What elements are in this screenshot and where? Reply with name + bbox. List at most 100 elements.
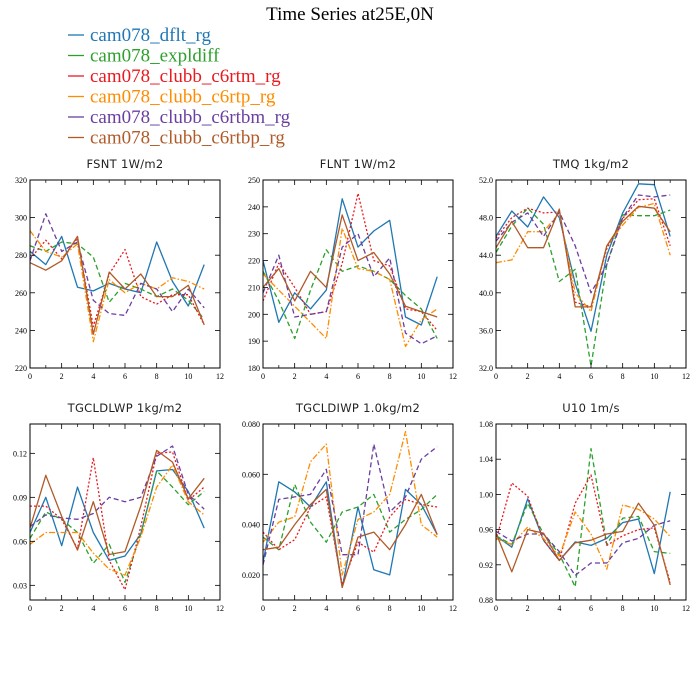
panel-title: FSNT 1W/m2 [86, 157, 163, 171]
series-line [496, 491, 671, 575]
plot-frame [262, 423, 454, 601]
y-tick-label: 220 [248, 257, 260, 266]
x-tick-label: 2 [293, 604, 297, 613]
y-tick-label: 210 [248, 283, 260, 292]
series-line [30, 235, 205, 307]
legend-entry: cam078_clubb_c6rtm_rg [90, 66, 281, 87]
series-line [496, 183, 671, 332]
legend-entry: cam078_clubb_c6rtbp_rg [90, 128, 285, 149]
y-tick-label: 0.06 [13, 537, 27, 546]
y-tick-label: 0.96 [479, 526, 493, 535]
chart-panels: FSNT 1W/m20 2 4 6 8 10 12220240260280300320FLN… [13, 157, 690, 613]
series-line [30, 470, 205, 584]
x-tick-label: 2 [526, 604, 530, 613]
x-tick-label: 10 [417, 604, 425, 613]
panel-title: FLNT 1W/m2 [320, 157, 396, 171]
series-line [496, 194, 671, 294]
series-line [263, 214, 438, 318]
chart-panel: FSNT 1W/m2 0 2 4 6 8 10 12 220 240 260 280 300 320 [15, 157, 224, 381]
y-tick-label: 40.0 [479, 289, 493, 298]
series-line [496, 504, 671, 570]
y-tick-label: 0.080 [242, 420, 260, 429]
x-tick-label: 8 [621, 372, 625, 381]
series-line [263, 192, 438, 331]
x-tick-label: 12 [682, 604, 690, 613]
x-tick-label: 12 [449, 372, 457, 381]
x-tick-label: 10 [650, 604, 658, 613]
x-tick-label: 4 [324, 372, 328, 381]
y-tick-label: 1.08 [479, 420, 493, 429]
series-line [263, 483, 438, 551]
y-tick-label: 0.03 [13, 581, 27, 590]
legend-entry: cam078_clubb_c6rtbm_rg [90, 107, 291, 128]
y-tick-label: 300 [15, 214, 27, 223]
y-tick-label: 240 [248, 203, 260, 212]
chart-panel: TMQ 1kg/m2 0 2 4 6 8 10 12 32.0 36.0 40.0 44.0 48.0 5… [479, 157, 690, 381]
x-tick-label: 12 [449, 604, 457, 613]
x-tick-label: 6 [589, 372, 593, 381]
x-tick-label: 4 [91, 372, 95, 381]
y-tick-label: 1.00 [479, 490, 493, 499]
y-tick-label: 0.12 [13, 449, 27, 458]
x-tick-label: 6 [123, 604, 127, 613]
series-line [30, 235, 205, 335]
x-tick-label: 0 [261, 372, 265, 381]
y-tick-label: 240 [15, 326, 27, 335]
x-tick-label: 2 [293, 372, 297, 381]
chart-panel: U10 1m/s 0 2 4 6 8 10 12 0.88 0.92 0.96 1.00 1.04 1.0… [479, 401, 690, 613]
x-tick-label: 8 [388, 372, 392, 381]
series-line [30, 464, 205, 576]
panel-title: TMQ 1kg/m2 [552, 157, 629, 171]
y-tick-label: 0.09 [13, 493, 27, 502]
y-tick-label: 32.0 [479, 364, 493, 373]
x-tick-label: 10 [650, 372, 658, 381]
series-line [30, 449, 205, 556]
legend-entry: cam078_expldiff [90, 46, 220, 67]
x-tick-label: 2 [60, 372, 64, 381]
series-line [30, 468, 205, 562]
y-tick-label: 320 [15, 176, 27, 185]
x-tick-label: 4 [557, 372, 561, 381]
series-line [30, 451, 205, 591]
x-tick-label: 6 [589, 604, 593, 613]
panel-title: TGCLDLWP 1kg/m2 [67, 401, 183, 415]
y-tick-label: 44.0 [479, 251, 493, 260]
y-tick-label: 220 [15, 364, 27, 373]
series-line [30, 213, 205, 317]
x-tick-label: 10 [184, 604, 192, 613]
x-tick-label: 2 [60, 604, 64, 613]
y-tick-label: 200 [248, 310, 260, 319]
x-tick-label: 12 [216, 372, 224, 381]
series-line [496, 474, 671, 583]
y-tick-label: 0.060 [242, 470, 260, 479]
y-tick-label: 1.04 [479, 455, 493, 464]
series-line [496, 207, 671, 367]
y-tick-label: 280 [15, 251, 27, 260]
y-tick-label: 0.020 [242, 571, 260, 580]
series-line [263, 481, 438, 589]
x-tick-label: 0 [494, 372, 498, 381]
y-tick-label: 0.88 [479, 596, 493, 605]
chart-panel: FLNT 1W/m2 0 2 4 6 8 10 12 180 190 200 210 220 230 240… [248, 157, 457, 381]
legend-entry: cam078_clubb_c6rtp_rg [90, 87, 276, 108]
series-line [263, 443, 438, 565]
series-line [496, 447, 671, 588]
x-tick-label: 4 [91, 604, 95, 613]
panel-title: TGCLDIWP 1.0kg/m2 [295, 401, 420, 415]
x-tick-label: 12 [682, 372, 690, 381]
series-line [30, 230, 205, 343]
x-tick-label: 8 [155, 372, 159, 381]
series-line [496, 502, 671, 586]
legend-entry: cam078_dflt_rg [90, 25, 212, 46]
x-tick-label: 0 [261, 604, 265, 613]
series-line [263, 249, 438, 340]
panel-title: U10 1m/s [562, 401, 620, 415]
x-tick-label: 12 [216, 604, 224, 613]
y-tick-label: 230 [248, 230, 260, 239]
series-line [263, 227, 438, 348]
y-tick-label: 250 [248, 176, 260, 185]
x-tick-label: 4 [324, 604, 328, 613]
series-line [30, 445, 205, 528]
x-tick-label: 6 [123, 372, 127, 381]
x-tick-label: 8 [388, 604, 392, 613]
